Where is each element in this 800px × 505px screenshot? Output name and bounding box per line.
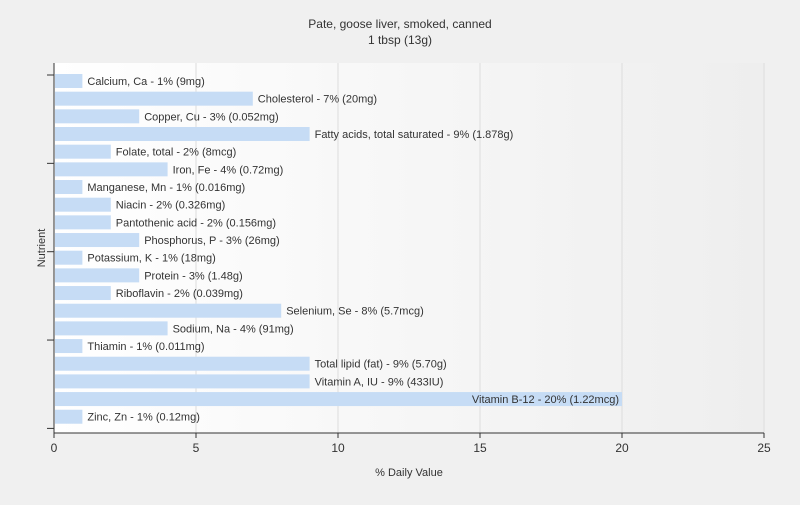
bar [55, 374, 310, 389]
bar-label: Thiamin - 1% (0.011mg) [87, 341, 204, 353]
bar-label: Phosphorus, P - 3% (26mg) [144, 235, 280, 247]
bar [55, 144, 111, 159]
bar-label: Protein - 3% (1.48g) [144, 270, 242, 282]
x-axis-label: % Daily Value [375, 467, 443, 479]
bar [55, 268, 140, 283]
bar-label: Fatty acids, total saturated - 9% (1.878… [315, 129, 514, 141]
bar-labels: Calcium, Ca - 1% (9mg) Cholesterol - 7% (… [87, 76, 619, 424]
x-tick-label: 15 [473, 441, 487, 455]
plot-area [54, 63, 764, 433]
bar-label: Iron, Fe - 4% (0.72mg) [173, 164, 284, 176]
bar-label: Calcium, Ca - 1% (9mg) [87, 76, 204, 88]
bar [55, 162, 168, 177]
x-tick-label: 20 [615, 441, 629, 455]
bar [55, 250, 83, 265]
grid-lines [195, 63, 765, 433]
bar-label: Folate, total - 2% (8mcg) [116, 147, 236, 159]
bar [55, 197, 111, 212]
bar [55, 74, 83, 88]
bar [55, 303, 282, 318]
axes: 0 5 10 15 20 25 [47, 63, 771, 455]
chart-title: Pate, goose liver, smoked, canned [308, 17, 491, 31]
bar-label: Zinc, Zn - 1% (0.12mg) [87, 412, 199, 424]
x-tick-label: 10 [331, 441, 345, 455]
bar-label: Manganese, Mn - 1% (0.016mg) [87, 182, 245, 194]
bar [55, 339, 83, 354]
bars [55, 74, 622, 424]
bar [55, 392, 622, 407]
bar [55, 286, 111, 301]
bar [55, 109, 140, 124]
x-tick-label: 5 [193, 441, 200, 455]
bar-label: Copper, Cu - 3% (0.052mg) [144, 111, 279, 123]
bar [55, 180, 83, 195]
bar [55, 233, 140, 248]
bar-label: Cholesterol - 7% (20mg) [258, 94, 377, 106]
bar [55, 409, 83, 424]
bar [55, 91, 253, 106]
bar-label: Pantothenic acid - 2% (0.156mg) [116, 217, 276, 229]
y-axis-label: Nutrient [36, 229, 48, 268]
bar-label: Riboflavin - 2% (0.039mg) [116, 288, 243, 300]
chart-subtitle: 1 tbsp (13g) [368, 33, 432, 47]
bar [55, 215, 111, 230]
bar-label: Vitamin A, IU - 9% (433IU) [315, 376, 444, 388]
bar [55, 127, 310, 142]
x-tick-label: 0 [51, 441, 58, 455]
bar-label: Sodium, Na - 4% (91mg) [173, 323, 294, 335]
bar-label: Vitamin B-12 - 20% (1.22mcg) [472, 394, 619, 406]
bar-label: Total lipid (fat) - 9% (5.70g) [315, 359, 447, 371]
bar-label: Selenium, Se - 8% (5.7mcg) [286, 306, 424, 318]
x-tick-label: 25 [757, 441, 771, 455]
bar [55, 321, 168, 336]
bar [55, 356, 310, 371]
bar-label: Potassium, K - 1% (18mg) [87, 253, 215, 265]
bar-label: Niacin - 2% (0.326mg) [116, 200, 225, 212]
